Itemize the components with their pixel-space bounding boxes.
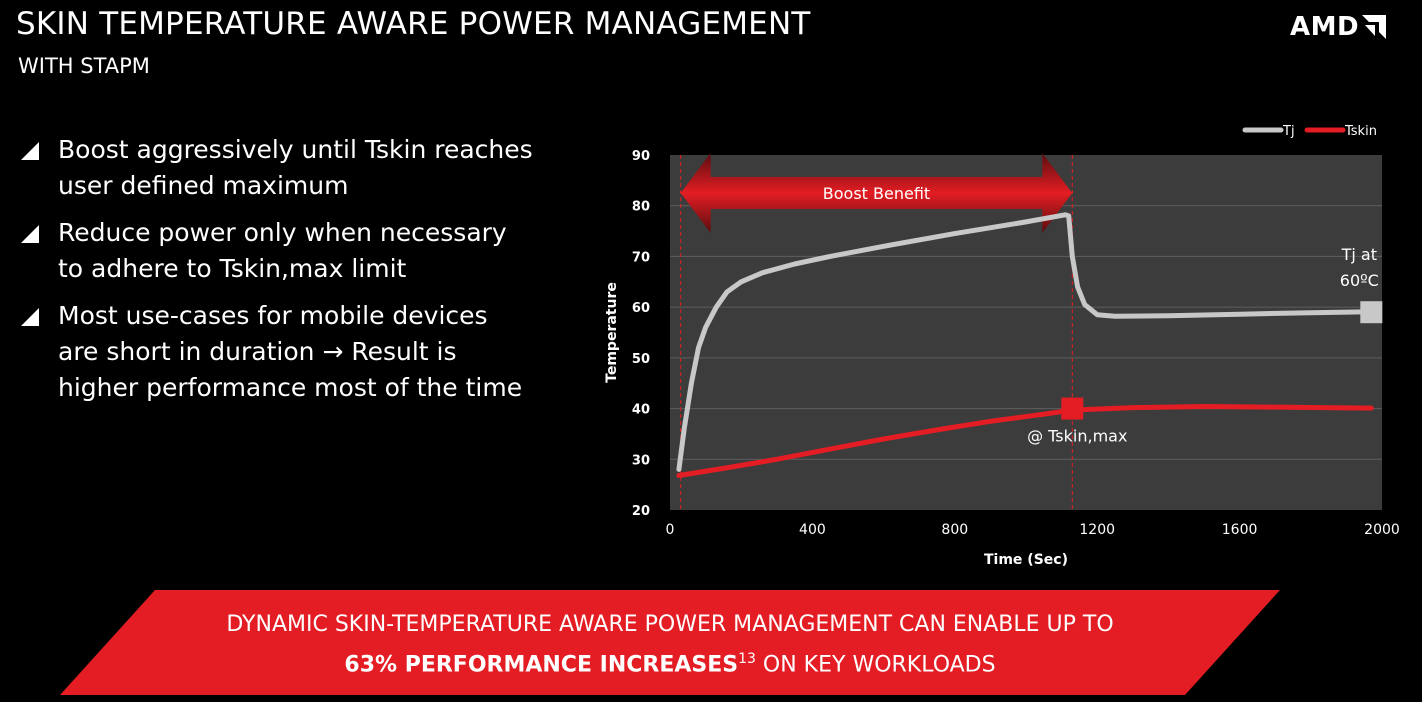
legend-label-tj: Tj — [1282, 124, 1295, 139]
tskin-annotation: @ Tskin,max — [1027, 427, 1127, 446]
bullet-line: user defined maximum — [58, 171, 349, 200]
x-tick-label: 1200 — [1079, 522, 1115, 538]
banner-highlight: 63% PERFORMANCE INCREASES — [344, 652, 739, 678]
x-tick-label: 0 — [666, 522, 675, 538]
y-tick-label: 70 — [632, 250, 650, 265]
marker-tskin — [1061, 397, 1084, 420]
triangle-bullet-icon — [21, 308, 39, 326]
bullet-line: Boost aggressively until Tskin reaches — [58, 135, 533, 164]
banner-shape — [60, 590, 1280, 695]
chart-svg: 20 30 40 50 60 70 80 90 0 400 800 1200 1600 2000 Time … — [604, 124, 1400, 568]
banner-footnote: 13 — [738, 651, 756, 667]
plot-area — [670, 155, 1382, 510]
banner-text: DYNAMIC SKIN-TEMPERATURE AWARE POWER MAN… — [60, 608, 1280, 682]
series-line-tskin — [676, 404, 1374, 478]
callout-banner: DYNAMIC SKIN-TEMPERATURE AWARE POWER MAN… — [60, 590, 1280, 695]
x-tick-label: 2000 — [1364, 522, 1400, 538]
y-axis-title: Temperature — [604, 282, 620, 383]
triangle-bullet-icon — [21, 225, 39, 243]
series-line-tj — [676, 212, 1374, 472]
boost-benefit-label: Boost Benefit — [823, 184, 930, 203]
bullet-item: Boost aggressively until Tskin reaches u… — [18, 132, 578, 204]
bullet-line: are short in duration → Result is — [58, 337, 457, 366]
y-tick-label: 80 — [632, 200, 650, 215]
banner-line1: DYNAMIC SKIN-TEMPERATURE AWARE POWER MAN… — [226, 612, 1114, 637]
bullet-line: to adhere to Tskin,max limit — [58, 254, 407, 283]
x-tick-label: 400 — [799, 522, 826, 538]
y-tick-label: 40 — [632, 403, 650, 418]
y-tick-label: 50 — [632, 352, 650, 367]
boost-benefit-arrow — [680, 153, 1073, 233]
slide-subtitle: WITH STAPM — [18, 54, 150, 78]
temperature-chart: 20 30 40 50 60 70 80 90 0 400 800 1200 1600 2000 Time … — [600, 115, 1412, 575]
bullet-line: Most use-cases for mobile devices — [58, 301, 488, 330]
bullet-list: Boost aggressively until Tskin reaches u… — [18, 132, 578, 417]
x-axis-title: Time (Sec) — [984, 552, 1068, 568]
slide-title: SKIN TEMPERATURE AWARE POWER MANAGEMENT — [16, 6, 811, 42]
logo-text: AMD — [1290, 12, 1360, 42]
tj-annotation-line1: Tj at — [1341, 245, 1377, 264]
x-tick-label: 1600 — [1222, 522, 1258, 538]
bullet-line: higher performance most of the time — [58, 373, 523, 402]
banner-rest: ON KEY WORKLOADS — [755, 652, 996, 678]
triangle-bullet-icon — [21, 142, 39, 160]
y-tick-label: 90 — [632, 149, 650, 164]
marker-tj — [1360, 301, 1383, 324]
x-tick-label: 800 — [941, 522, 968, 538]
y-tick-label: 30 — [632, 453, 650, 468]
y-tick-label: 20 — [632, 504, 650, 519]
amd-arrow-icon — [1362, 15, 1387, 39]
y-tick-label: 60 — [632, 301, 650, 316]
amd-logo: AMD — [1290, 12, 1387, 42]
bullet-item: Reduce power only when necessary to adhe… — [18, 215, 578, 287]
legend-label-tskin: Tskin — [1344, 124, 1377, 139]
bullet-line: Reduce power only when necessary — [58, 218, 507, 247]
bullet-item: Most use-cases for mobile devices are sh… — [18, 298, 578, 406]
tj-annotation-line2: 60ºC — [1340, 271, 1379, 290]
